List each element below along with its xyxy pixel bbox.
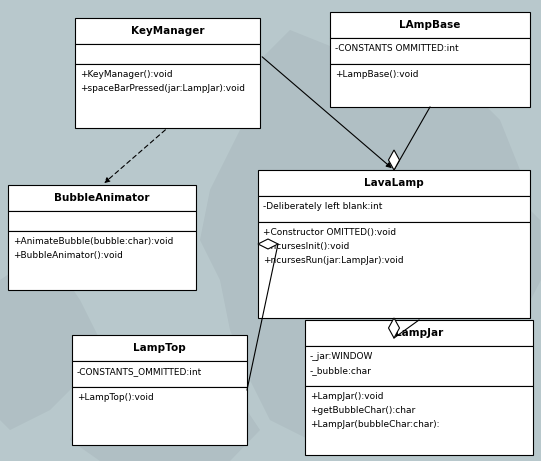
Text: BubbleAnimator: BubbleAnimator [54, 193, 150, 203]
Bar [75, 18, 260, 44]
Text: +KeyManager():void: +KeyManager():void [80, 70, 173, 79]
Bar [72, 361, 247, 387]
Bar [8, 185, 196, 211]
Text: KeyManager: KeyManager [131, 26, 204, 36]
Text: +ncursesInit():void: +ncursesInit():void [263, 242, 349, 251]
Polygon shape [430, 180, 541, 350]
Text: -_jar:WINDOW: -_jar:WINDOW [310, 352, 373, 361]
Text: LampJar: LampJar [395, 328, 443, 338]
Text: -CONSTANTS OMMITTED:int: -CONSTANTS OMMITTED:int [335, 44, 459, 53]
Bar [305, 346, 533, 386]
Bar [258, 222, 530, 318]
Bar [75, 44, 260, 64]
Text: +AnimateBubble(bubble:char):void: +AnimateBubble(bubble:char):void [13, 237, 173, 246]
Polygon shape [70, 370, 260, 461]
Text: LavaLamp: LavaLamp [364, 178, 424, 188]
Text: +ncursesRun(jar:LampJar):void: +ncursesRun(jar:LampJar):void [263, 256, 404, 265]
Bar [305, 386, 533, 455]
Bar [330, 38, 530, 64]
Text: +BubbleAnimator():void: +BubbleAnimator():void [13, 251, 123, 260]
Text: +LampTop():void: +LampTop():void [77, 393, 154, 402]
Text: +Constructor OMITTED():void: +Constructor OMITTED():void [263, 228, 396, 237]
Bar [330, 12, 530, 38]
Text: +spaceBarPressed(jar:LampJar):void: +spaceBarPressed(jar:LampJar):void [80, 84, 245, 93]
Polygon shape [0, 260, 100, 430]
Polygon shape [388, 150, 399, 170]
Text: +LampJar(bubbleChar:char):: +LampJar(bubbleChar:char): [310, 420, 439, 429]
Polygon shape [258, 239, 278, 249]
Bar [305, 320, 533, 346]
Bar [8, 211, 196, 231]
Polygon shape [388, 318, 399, 338]
Text: LAmpBase: LAmpBase [399, 20, 461, 30]
Bar [72, 387, 247, 445]
Bar [258, 196, 530, 222]
Text: +LampJar():void: +LampJar():void [310, 392, 384, 401]
Bar [8, 231, 196, 290]
Text: -Deliberately left blank:int: -Deliberately left blank:int [263, 202, 382, 211]
Bar [330, 64, 530, 107]
Bar [258, 170, 530, 196]
Text: +getBubbleChar():char: +getBubbleChar():char [310, 406, 415, 415]
Text: LampTop: LampTop [133, 343, 186, 353]
Bar [75, 64, 260, 128]
Polygon shape [200, 30, 520, 440]
Text: -_bubble:char: -_bubble:char [310, 366, 372, 375]
Text: -CONSTANTS_OMMITTED:int: -CONSTANTS_OMMITTED:int [77, 367, 202, 376]
Text: +LampBase():void: +LampBase():void [335, 70, 419, 79]
Bar [72, 335, 247, 361]
